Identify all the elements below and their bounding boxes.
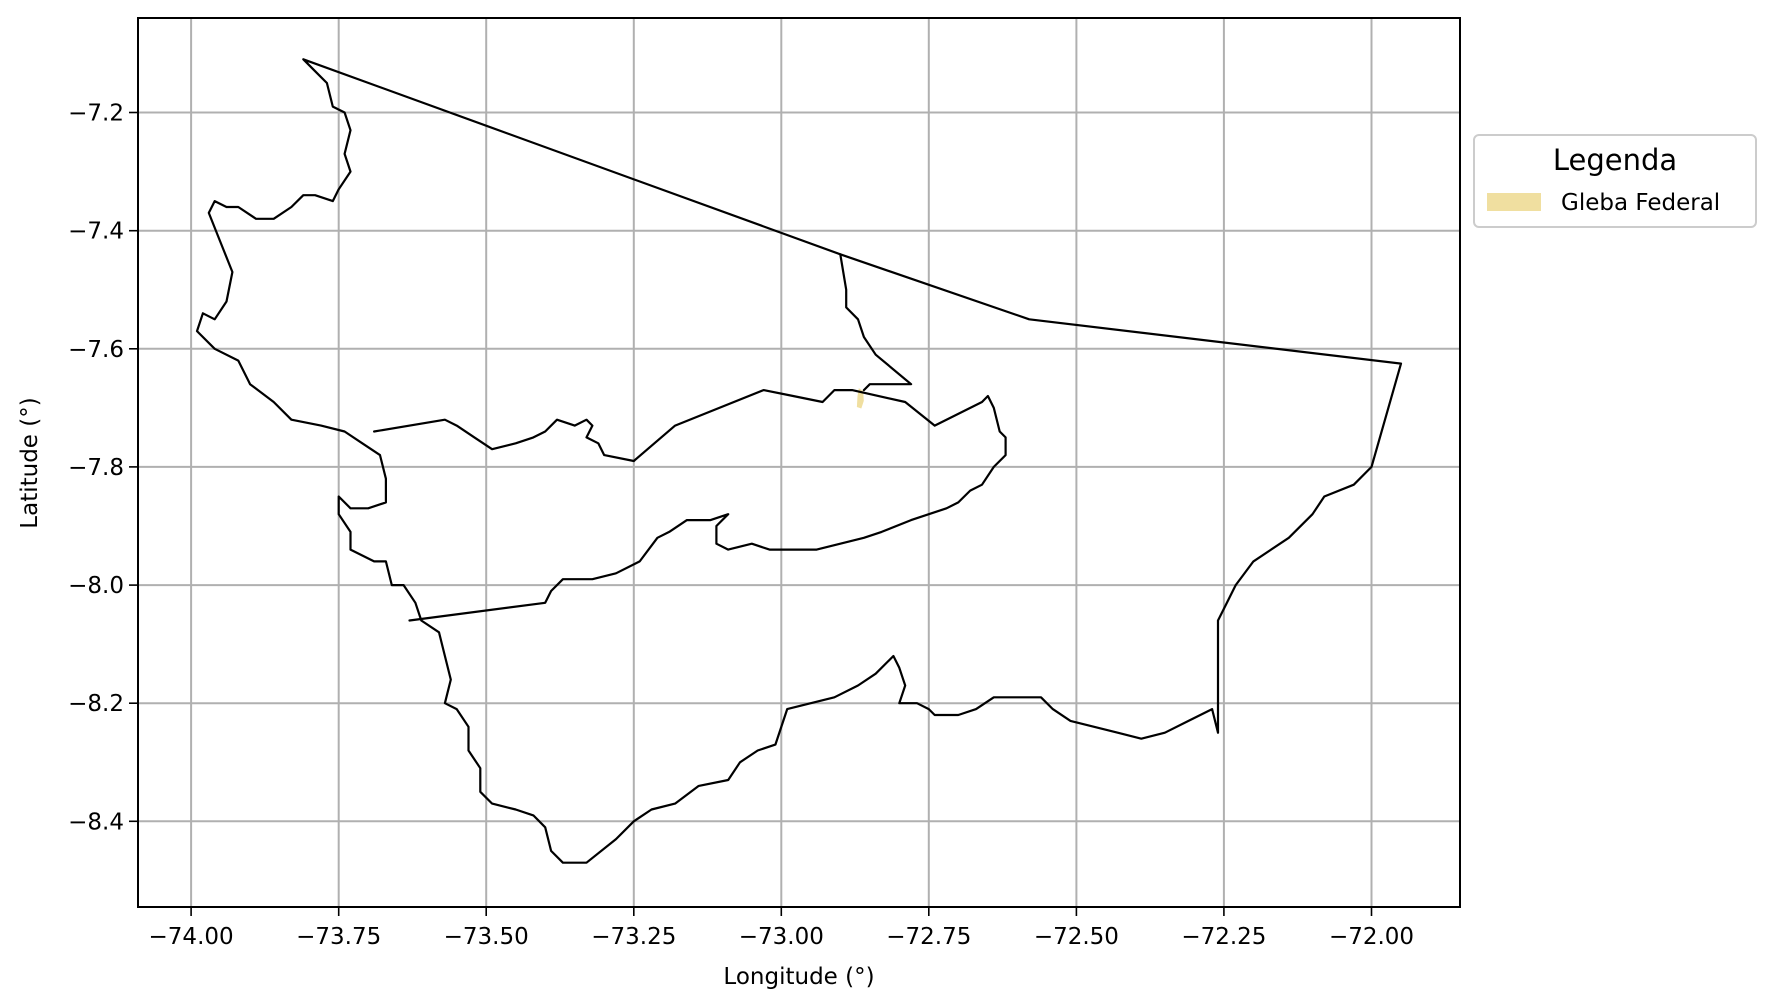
y-tick-label: −7.2 <box>68 101 124 127</box>
y-tick-label: −8.0 <box>68 573 124 599</box>
y-axis-label: Latitude (°) <box>17 397 43 528</box>
y-tick-label: −7.4 <box>68 219 124 245</box>
x-tick-label: −73.50 <box>444 924 529 950</box>
x-tick-label: −74.00 <box>149 924 234 950</box>
y-tick-label: −7.8 <box>68 455 124 481</box>
x-tick-label: −73.75 <box>296 924 381 950</box>
legend-box <box>1473 134 1757 228</box>
gleba-federal-area <box>856 388 864 409</box>
x-tick-label: −72.50 <box>1034 924 1119 950</box>
y-axis-ticks: −7.2 −7.4 −7.6 −7.8 −8.0 −8.2 −8.4 <box>68 101 138 835</box>
y-tick-label: −8.2 <box>68 691 124 717</box>
x-tick-label: −73.00 <box>739 924 824 950</box>
y-tick-label: −7.6 <box>68 337 124 363</box>
y-tick-label: −8.4 <box>68 809 124 835</box>
gridlines <box>138 18 1460 907</box>
municipality-boundary <box>373 389 1007 622</box>
boundaries <box>195 58 1403 864</box>
legend-swatch-gleba-federal <box>1487 193 1541 211</box>
x-axis-ticks: −74.00 −73.75 −73.50 −73.25 −73.00 −72.75 −72.… <box>149 907 1414 950</box>
municipality-boundary <box>839 253 913 392</box>
legend-title: Legenda <box>1553 143 1677 177</box>
legend: Legenda Gleba Federal <box>1473 134 1757 228</box>
legend-label-gleba-federal: Gleba Federal <box>1561 190 1720 216</box>
municipality-boundary <box>195 58 1403 864</box>
x-tick-label: −73.25 <box>591 924 676 950</box>
x-tick-label: −72.75 <box>886 924 971 950</box>
filled-areas <box>856 388 864 409</box>
x-tick-label: −72.25 <box>1181 924 1266 950</box>
x-axis-label: Longitude (°) <box>723 964 874 990</box>
axes-frame <box>137 17 1461 908</box>
x-tick-label: −72.00 <box>1329 924 1414 950</box>
